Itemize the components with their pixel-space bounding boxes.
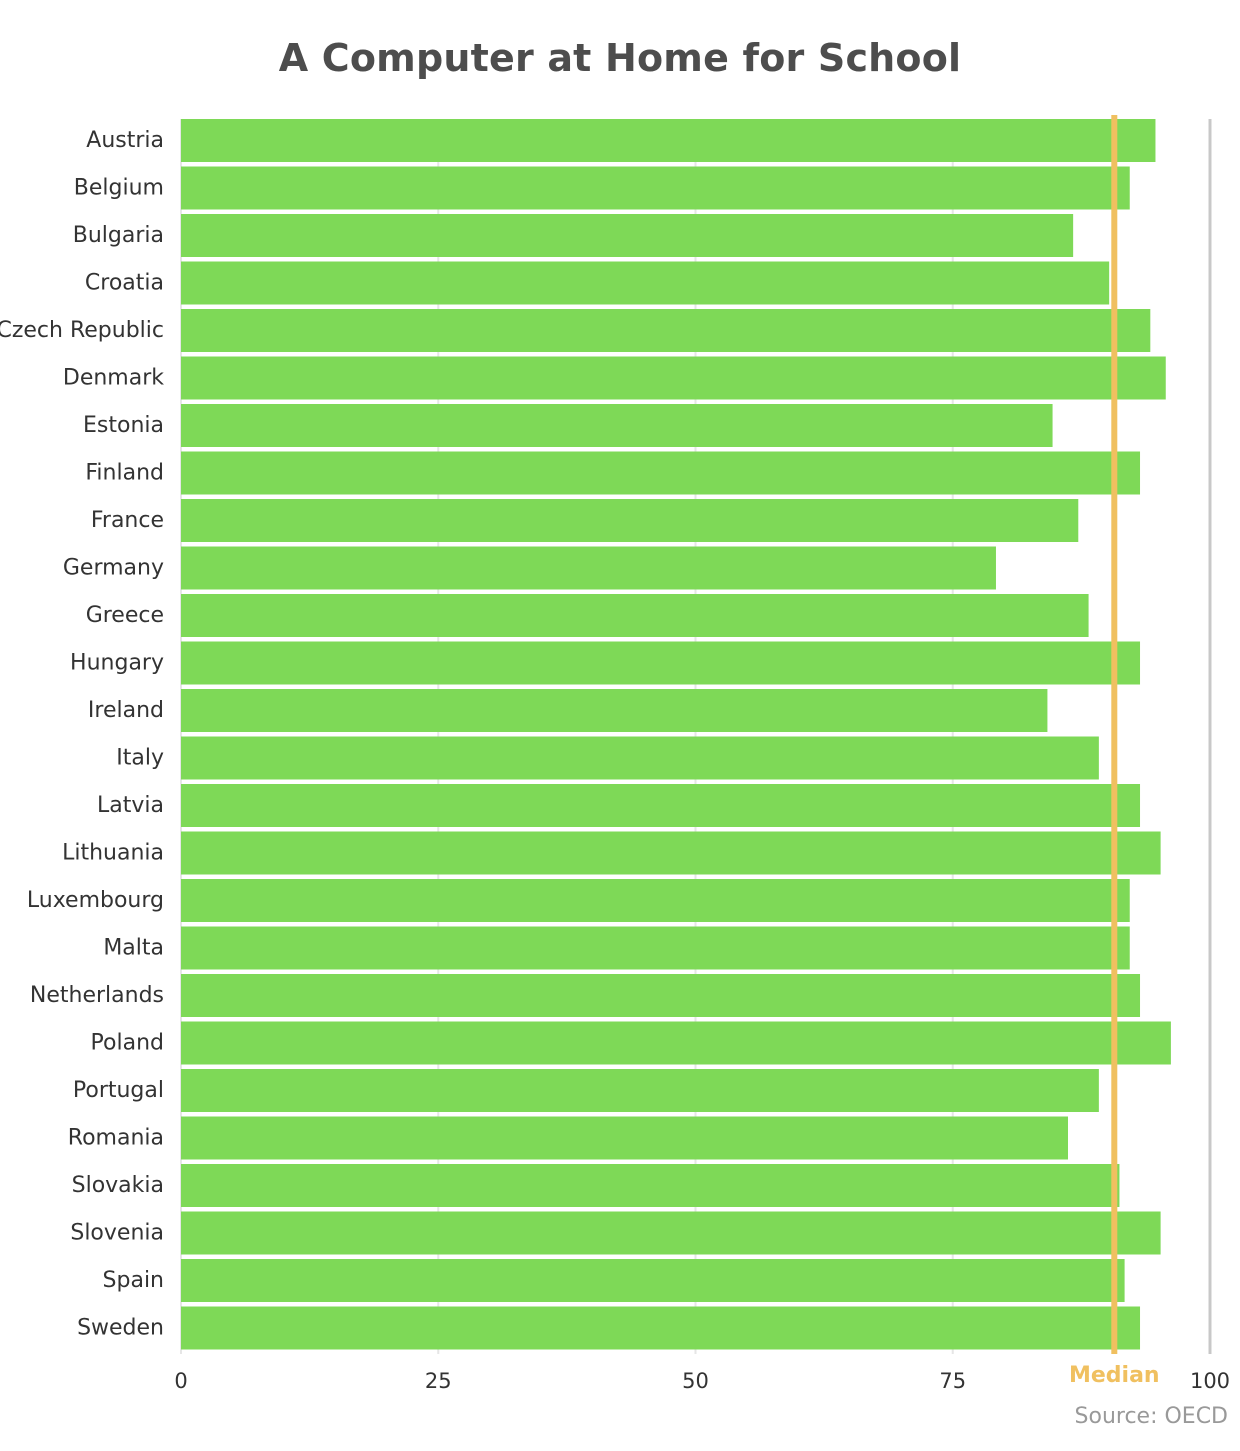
category-label: Lithuania bbox=[62, 841, 164, 866]
bar bbox=[181, 879, 1130, 922]
bars bbox=[181, 119, 1171, 1350]
x-tick-label: 50 bbox=[682, 1369, 709, 1393]
bar bbox=[181, 1306, 1141, 1350]
category-label: Spain bbox=[103, 1268, 164, 1293]
category-label: Portugal bbox=[73, 1078, 164, 1103]
bar bbox=[181, 546, 996, 590]
bar bbox=[181, 974, 1141, 1017]
x-tick-label: 75 bbox=[939, 1369, 966, 1393]
category-label: Sweden bbox=[77, 1316, 164, 1341]
category-label: Italy bbox=[116, 746, 164, 771]
x-tick-label: 0 bbox=[174, 1369, 187, 1393]
x-tick-label: 100 bbox=[1190, 1369, 1230, 1393]
bar bbox=[181, 1021, 1171, 1065]
category-label: Germany bbox=[63, 556, 164, 581]
bar bbox=[181, 1259, 1125, 1302]
bar bbox=[181, 926, 1130, 970]
bar bbox=[181, 309, 1151, 352]
bar bbox=[181, 166, 1130, 210]
category-label: Slovakia bbox=[72, 1173, 164, 1198]
category-label: Bulgaria bbox=[73, 223, 164, 248]
bar bbox=[181, 736, 1099, 780]
category-label: Romania bbox=[68, 1126, 164, 1151]
bar bbox=[181, 214, 1074, 257]
source-note: Source: OECD bbox=[1074, 1404, 1228, 1429]
x-axis-ticks: 0 25 50 75 100 bbox=[174, 1369, 1230, 1393]
bar bbox=[181, 784, 1141, 827]
bar bbox=[181, 119, 1156, 162]
category-label: Belgium bbox=[74, 176, 164, 201]
x-tick-label: 25 bbox=[425, 1369, 452, 1393]
category-label: Austria bbox=[86, 128, 164, 153]
bar bbox=[181, 499, 1079, 542]
category-label: Denmark bbox=[63, 366, 164, 391]
bar bbox=[181, 356, 1166, 400]
category-labels: Austria Belgium Bulgaria Croatia Czech Repub… bbox=[0, 128, 164, 1341]
category-label: Ireland bbox=[88, 698, 164, 723]
category-label: Hungary bbox=[70, 651, 164, 676]
bar bbox=[181, 1069, 1099, 1112]
median-label: Median bbox=[1069, 1363, 1160, 1388]
bar bbox=[181, 1211, 1161, 1255]
category-label: Estonia bbox=[83, 413, 164, 438]
median-line-group: Median bbox=[1069, 115, 1160, 1388]
category-label: Finland bbox=[85, 461, 164, 486]
bar bbox=[181, 261, 1110, 305]
bar bbox=[181, 831, 1161, 875]
bar bbox=[181, 594, 1089, 637]
category-label: Croatia bbox=[85, 271, 164, 296]
bar bbox=[181, 1116, 1068, 1160]
chart-title: A Computer at Home for School bbox=[278, 36, 962, 80]
category-label: Czech Republic bbox=[0, 318, 164, 343]
category-label: Malta bbox=[103, 936, 164, 961]
category-label: Greece bbox=[86, 603, 164, 628]
category-label: France bbox=[91, 508, 164, 533]
category-label: Netherlands bbox=[30, 983, 164, 1008]
category-label: Latvia bbox=[97, 793, 164, 818]
bar bbox=[181, 689, 1048, 732]
bar bbox=[181, 451, 1141, 495]
bar bbox=[181, 404, 1053, 447]
category-label: Poland bbox=[91, 1031, 164, 1056]
bar bbox=[181, 641, 1141, 685]
category-label: Luxembourg bbox=[27, 888, 164, 913]
category-label: Slovenia bbox=[70, 1221, 164, 1246]
bar bbox=[181, 1164, 1120, 1207]
